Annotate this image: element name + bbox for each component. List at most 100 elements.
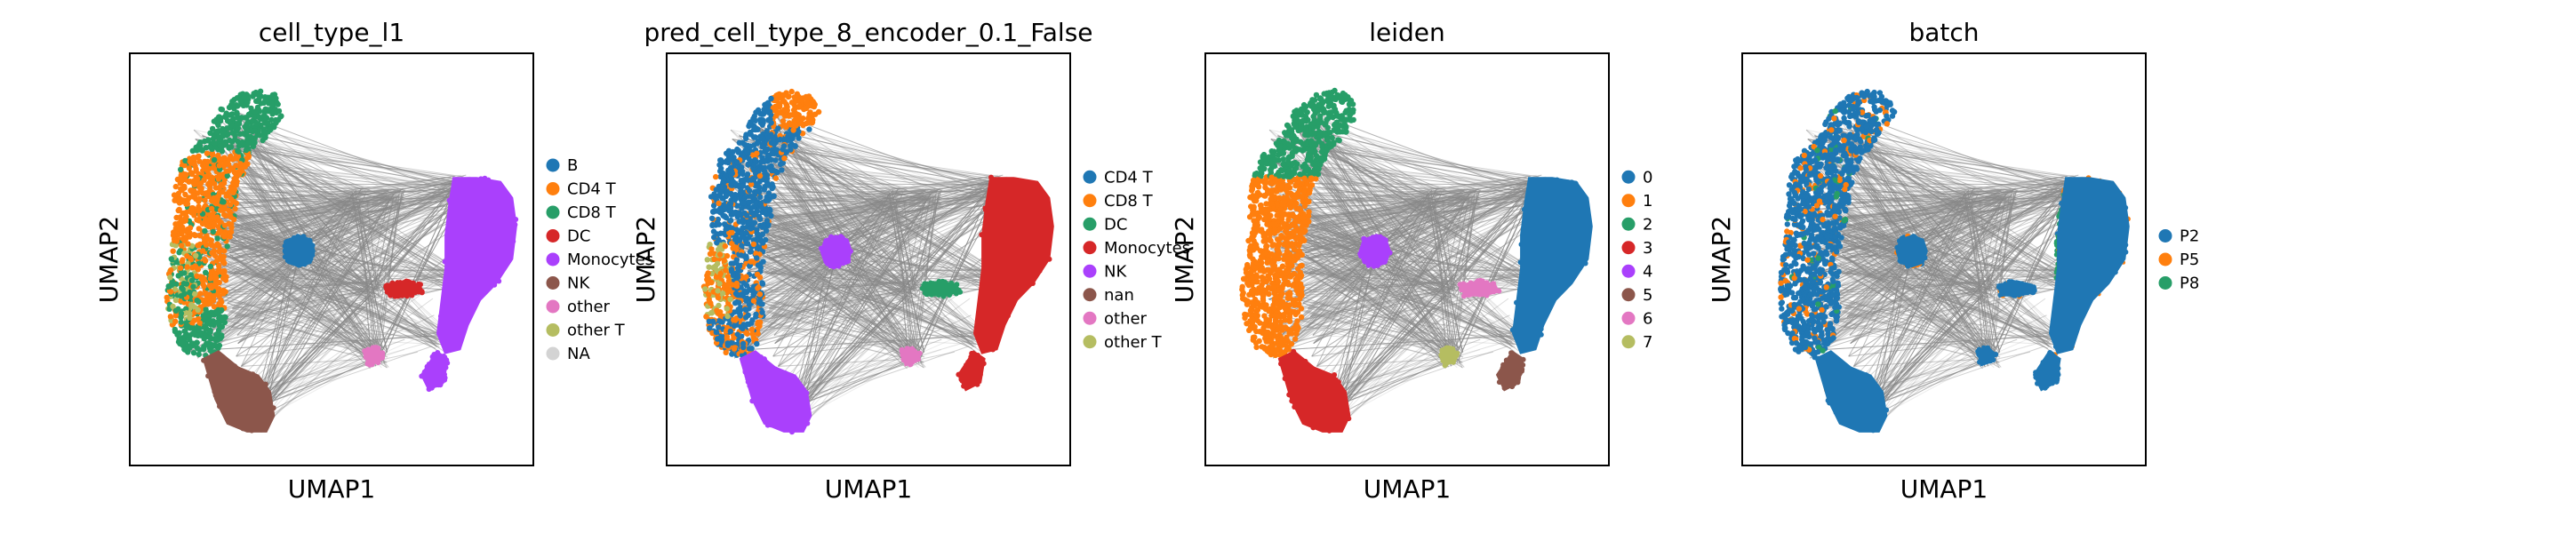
cell-point	[772, 175, 780, 181]
paga-edge	[799, 238, 924, 423]
paga-edge	[804, 337, 984, 390]
cell-point	[272, 116, 279, 123]
paga-edge	[778, 358, 908, 367]
paga-edge	[1284, 189, 1538, 224]
cell-point	[707, 325, 713, 331]
paga-edge	[270, 351, 419, 384]
paga-edge	[769, 275, 985, 309]
panel-title: cell_type_l1	[259, 18, 404, 47]
cell-point	[252, 128, 258, 134]
legend-label: CD4 T	[567, 180, 617, 199]
paga-edge	[200, 176, 456, 211]
cell-point	[716, 251, 724, 258]
cell-point	[228, 165, 234, 171]
cell-point	[202, 301, 208, 307]
cell-point	[716, 193, 723, 199]
cell-point	[217, 227, 223, 234]
cell-point	[191, 212, 197, 219]
cell-point	[186, 165, 192, 171]
paga-edge	[1313, 129, 1552, 195]
paga-edge	[754, 176, 988, 220]
cluster-dcBar	[921, 280, 962, 297]
legend-marker	[1083, 217, 1097, 231]
paga-edge	[747, 191, 929, 272]
cell-point	[215, 176, 221, 182]
cell-point	[811, 99, 817, 106]
paga-edge	[765, 196, 1014, 254]
cell-point	[740, 340, 747, 347]
cell-point	[245, 140, 252, 147]
cell-point	[194, 339, 200, 346]
paga-edge	[781, 235, 944, 388]
legend-item: other	[546, 298, 611, 316]
paga-edge	[724, 193, 995, 294]
paga-edge	[774, 187, 940, 344]
paga-edge	[1292, 176, 1527, 220]
cell-point	[742, 133, 749, 140]
paga-edge	[802, 239, 891, 410]
cell-point	[736, 139, 743, 146]
cell-point	[727, 164, 734, 171]
cell-point	[203, 306, 209, 313]
cell-point	[804, 120, 812, 126]
cell-point	[190, 283, 196, 290]
cell-point	[210, 214, 216, 220]
cell-point	[724, 340, 731, 346]
cell-point	[724, 334, 731, 340]
cell-point	[762, 208, 768, 214]
cell-point	[179, 230, 185, 237]
paga-edge	[764, 120, 988, 337]
paga-edge	[241, 187, 402, 198]
cell-point	[775, 125, 781, 131]
paga-edge	[774, 196, 897, 344]
legend-label: NK	[1104, 262, 1127, 281]
cell-point	[810, 116, 816, 123]
legend-marker	[546, 252, 560, 266]
paga-edge	[789, 217, 926, 408]
cell-point	[732, 290, 740, 297]
paga-edge	[1316, 187, 1477, 198]
cell-point	[213, 258, 220, 264]
cell-point	[215, 133, 222, 140]
paga-edge	[792, 194, 890, 408]
paga-edge	[765, 252, 993, 272]
cell-point	[223, 168, 229, 174]
cell-point	[220, 133, 226, 139]
legend-marker	[546, 205, 560, 219]
paga-edge	[260, 282, 370, 404]
paga-edge	[244, 235, 407, 388]
cell-point	[224, 172, 230, 179]
cell-point	[220, 290, 227, 297]
cell-point	[752, 182, 759, 189]
cell-point	[729, 240, 735, 247]
cell-point	[228, 195, 235, 203]
cell-point	[196, 320, 203, 326]
cell-point	[219, 269, 225, 275]
paga-edge	[223, 203, 384, 349]
paga-edge	[212, 176, 452, 213]
paga-edge	[188, 292, 440, 338]
paga-edge	[255, 194, 353, 408]
cell-point	[759, 141, 765, 147]
cell-point	[770, 140, 777, 147]
cell-point	[218, 297, 224, 304]
paga-edge	[892, 192, 922, 364]
cell-point	[768, 95, 774, 102]
cell-point	[756, 213, 763, 219]
cell-point	[750, 298, 757, 304]
cell-point	[767, 208, 773, 214]
cell-point	[218, 207, 224, 213]
cell-point	[717, 168, 724, 174]
paga-edge	[797, 282, 907, 404]
paga-edge	[724, 268, 991, 272]
cell-point	[182, 157, 188, 164]
paga-edge	[1285, 316, 1455, 362]
axes-frame	[129, 52, 534, 466]
paga-edge	[303, 248, 375, 359]
cell-point	[755, 262, 762, 268]
legend-label: nan	[1104, 286, 1134, 305]
cell-point	[746, 155, 752, 162]
paga-edge	[236, 163, 376, 298]
plot-area	[700, 88, 1054, 435]
